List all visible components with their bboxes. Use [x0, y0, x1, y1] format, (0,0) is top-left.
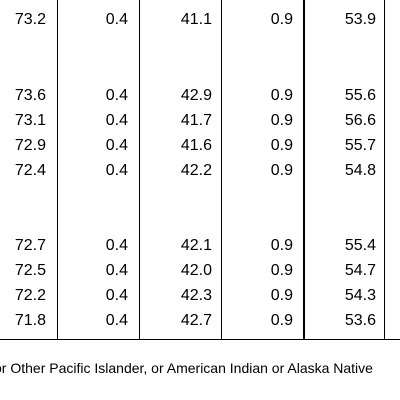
table-cell: 0.4 [105, 11, 128, 28]
table-cell: 72.5 [14, 262, 46, 279]
table-cell: 0.9 [270, 237, 293, 254]
table-cell: 54.3 [344, 287, 376, 304]
table-cell: 0.9 [270, 11, 293, 28]
table-row: 72.4 0.4 42.2 0.9 54.8 [0, 159, 400, 183]
table-cell: 0.9 [270, 262, 293, 279]
table-cell: 53.9 [344, 11, 376, 28]
table-cell: 71.8 [14, 312, 46, 329]
table-cell: 0.4 [105, 237, 128, 254]
table-row: 73.6 0.4 42.9 0.9 55.6 [0, 84, 400, 108]
table-row: 73.2 0.4 41.1 0.9 53.9 [0, 8, 400, 32]
table-cell: 0.4 [105, 87, 128, 104]
table-cell: 0.4 [105, 112, 128, 129]
table-row: 73.1 0.4 41.7 0.9 56.6 [0, 109, 400, 133]
column-divider [303, 0, 305, 340]
table-cell: 0.9 [270, 162, 293, 179]
table-cell: 0.4 [105, 162, 128, 179]
table-cell: 41.7 [180, 112, 212, 129]
table-row: 72.5 0.4 42.0 0.9 54.7 [0, 259, 400, 283]
table-cell: 72.2 [14, 287, 46, 304]
table-cell: 54.7 [344, 262, 376, 279]
table-cell: 72.4 [14, 162, 46, 179]
table-cell: 0.9 [270, 112, 293, 129]
table-cell: 72.7 [14, 237, 46, 254]
table-cell: 55.4 [344, 237, 376, 254]
table-cell: 55.6 [344, 87, 376, 104]
table-cell: 0.9 [270, 87, 293, 104]
column-divider [57, 0, 58, 340]
table-cell: 0.9 [270, 312, 293, 329]
table-cell: 0.9 [270, 287, 293, 304]
table-cell: 0.4 [105, 312, 128, 329]
table-cell: 42.9 [180, 87, 212, 104]
table-cell: 42.7 [180, 312, 212, 329]
table-cell: 42.3 [180, 287, 212, 304]
table-cell: 42.1 [180, 237, 212, 254]
table-cell: 0.4 [105, 287, 128, 304]
column-divider [221, 0, 222, 340]
table-row: 72.7 0.4 42.1 0.9 55.4 [0, 234, 400, 258]
table-cell: 41.1 [180, 11, 212, 28]
table-cell: 73.1 [14, 112, 46, 129]
table-bottom-border [0, 339, 400, 340]
table-cell: 55.7 [344, 137, 376, 154]
table-footnote: or Other Pacific Islander, or American I… [0, 360, 373, 376]
table-cell: 73.6 [14, 87, 46, 104]
column-divider [384, 0, 385, 340]
table-cell: 73.2 [14, 11, 46, 28]
table-cell: 42.2 [180, 162, 212, 179]
table-cell: 0.4 [105, 262, 128, 279]
table-cell: 0.4 [105, 137, 128, 154]
table-cell: 53.6 [344, 312, 376, 329]
table-cell: 42.0 [180, 262, 212, 279]
table-row: 72.9 0.4 41.6 0.9 55.7 [0, 134, 400, 158]
table-cell: 56.6 [344, 112, 376, 129]
table-cell: 41.6 [180, 137, 212, 154]
table-cell: 72.9 [14, 137, 46, 154]
table-row: 72.2 0.4 42.3 0.9 54.3 [0, 284, 400, 308]
table-cell: 54.8 [344, 162, 376, 179]
column-divider [139, 0, 140, 340]
table-row: 71.8 0.4 42.7 0.9 53.6 [0, 309, 400, 333]
table-cell: 0.9 [270, 137, 293, 154]
